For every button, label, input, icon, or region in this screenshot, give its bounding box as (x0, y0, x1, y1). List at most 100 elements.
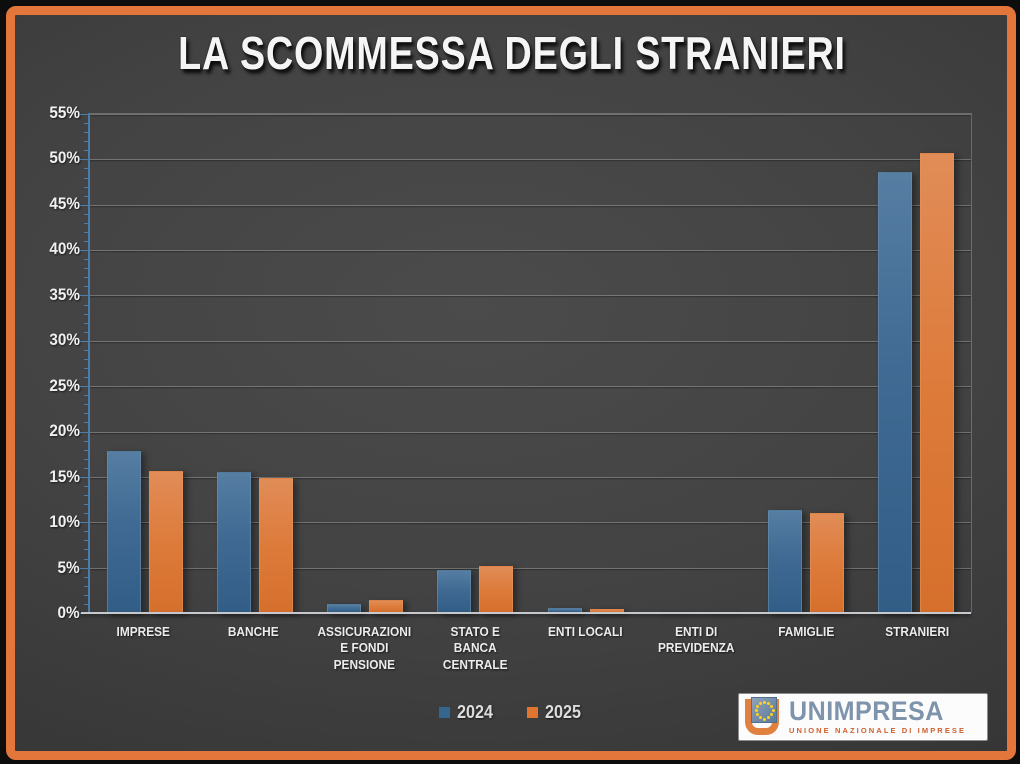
y-axis-minor-tick (84, 358, 88, 360)
logo-subtitle: UNIONE NAZIONALE DI IMPRESE (789, 726, 967, 736)
y-axis-major-tick (80, 295, 88, 297)
eu-star-dot (755, 713, 759, 717)
y-axis-minor-tick (84, 349, 88, 351)
bar-2024 (877, 172, 912, 613)
bar-2025 (479, 565, 514, 613)
y-axis-major-tick (80, 431, 88, 433)
y-axis-minor-tick (84, 304, 88, 306)
bar-group (200, 114, 310, 613)
bar-group (531, 114, 641, 613)
eu-star-dot (770, 704, 774, 708)
eu-stars-icon (751, 697, 777, 723)
y-axis-minor-tick (84, 603, 88, 605)
y-axis-minor-tick (84, 485, 88, 487)
y-axis-minor-tick (84, 123, 88, 125)
y-tick-label: 35% (49, 284, 80, 304)
bar-group (751, 114, 861, 613)
y-axis-minor-tick (84, 531, 88, 533)
bar-group (861, 114, 971, 613)
y-axis-minor-tick (84, 150, 88, 152)
eu-star-dot (771, 709, 775, 712)
y-axis-major-tick (80, 114, 88, 115)
y-axis-minor-tick (84, 395, 88, 397)
slide-frame (6, 6, 1016, 760)
y-axis-minor-tick (84, 313, 88, 315)
legend-item-2024: 2024 (438, 702, 497, 723)
y-tick-label: 20% (49, 421, 80, 441)
chart-title: LA SCOMMESSA DEGLI STRANIERI (178, 27, 846, 79)
y-axis-minor-tick (84, 495, 88, 497)
x-category-label: IMPRESE (116, 625, 170, 639)
eu-star-dot (758, 716, 762, 720)
y-axis-minor-tick (84, 222, 88, 224)
y-axis-minor-tick (84, 558, 88, 560)
y-axis-minor-tick (84, 413, 88, 415)
y-axis-minor-tick (84, 331, 88, 333)
bar-group (310, 114, 420, 613)
x-category-label: BANCHE (228, 625, 280, 639)
y-tick-label: 45% (49, 193, 80, 213)
gridline (90, 159, 971, 161)
x-category-label: STRANIERI (884, 625, 949, 639)
y-axis-minor-tick (84, 594, 88, 596)
y-axis-minor-tick (84, 195, 88, 197)
x-category-label: FAMIGLIE (778, 625, 835, 639)
y-axis-minor-tick (84, 268, 88, 270)
y-tick-label: 25% (49, 375, 80, 395)
plot-area (80, 113, 972, 614)
y-axis-minor-tick (84, 513, 88, 515)
y-tick-label: 50% (49, 148, 80, 168)
bar-2024 (327, 603, 362, 613)
x-category-label: STATO E BANCA CENTRALE (442, 625, 508, 672)
y-axis-labels: 0% 5% 10% 15% 20% 25% 30% 35% 40% 45% 50% 55% (18, 103, 80, 622)
y-axis-minor-tick (84, 549, 88, 551)
y-axis-minor-tick (84, 504, 88, 506)
y-axis-major-tick (80, 476, 88, 478)
y-axis-minor-tick (84, 168, 88, 170)
gridline (90, 114, 971, 115)
legend-swatch-icon (527, 707, 538, 718)
y-axis-minor-tick (84, 213, 88, 215)
y-axis-minor-tick (84, 177, 88, 179)
y-tick-label: 55% (49, 103, 80, 122)
legend-label: 2024 (456, 702, 493, 722)
y-tick-label: 15% (49, 466, 80, 486)
bar-group (420, 114, 530, 613)
bar-2025 (369, 600, 404, 613)
y-axis-major-tick (80, 340, 88, 342)
y-axis-major-tick (80, 159, 88, 161)
bar-2024 (107, 450, 142, 613)
y-axis-minor-tick (84, 277, 88, 279)
x-category-label: ASSICURAZIONI E FONDI PENSIONE (317, 625, 412, 672)
y-axis-minor-tick (84, 467, 88, 469)
x-category-label: ENTI LOCALI (548, 625, 623, 639)
legend-item-2025: 2025 (527, 702, 585, 723)
y-tick-label: 40% (49, 239, 80, 259)
logo-text: UNIMPRESA UNIONE NAZIONALE DI IMPRESE (789, 697, 967, 736)
y-axis-major-tick (80, 250, 88, 252)
y-axis-minor-tick (84, 141, 88, 143)
chart-legend: 2024 2025 (0, 702, 1024, 723)
y-axis-minor-tick (84, 132, 88, 134)
unimpresa-logo: UNIMPRESA UNIONE NAZIONALE DI IMPRESE (738, 693, 988, 741)
y-axis-major-tick (80, 567, 88, 569)
eu-star-dot (763, 700, 766, 704)
bar-2024 (767, 510, 802, 613)
eu-star-dot (767, 701, 771, 705)
y-axis-minor-tick (84, 286, 88, 288)
y-tick-label: 30% (49, 330, 80, 350)
eu-star-dot (755, 704, 759, 708)
y-axis-minor-tick (84, 449, 88, 451)
bar-2025 (259, 477, 294, 613)
gridline (90, 250, 971, 252)
y-axis-minor-tick (84, 186, 88, 188)
y-tick-label: 10% (49, 512, 80, 532)
y-axis-major-tick (80, 204, 88, 206)
y-axis-major-tick (80, 386, 88, 388)
y-axis-minor-tick (84, 241, 88, 243)
eu-star-dot (758, 701, 762, 705)
bar-2025 (809, 513, 844, 613)
gridline (90, 567, 971, 569)
